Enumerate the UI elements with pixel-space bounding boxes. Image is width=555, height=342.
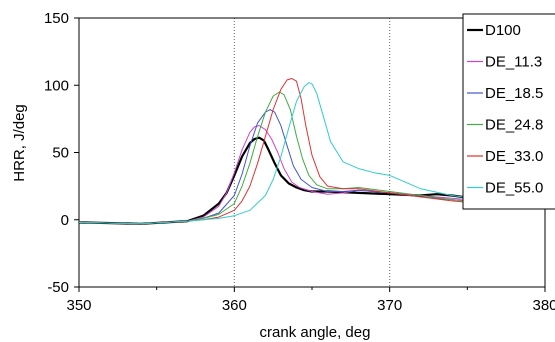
y-tick-label: 150: [44, 10, 69, 27]
series-lines: [78, 78, 546, 225]
x-axis-title: crank angle, deg: [260, 324, 371, 341]
legend-label: DE_18.5: [485, 85, 543, 102]
series-line-de-33-0: [78, 78, 546, 225]
legend: D100 DE_11.3 DE_18.5 DE_24.8 DE_33.0 DE_55.0: [462, 13, 555, 210]
legend-label: DE_24.8: [485, 117, 543, 134]
x-tick-label: 360: [222, 297, 247, 314]
y-tick-label: -50: [47, 279, 69, 296]
series-line-d100: [78, 136, 546, 225]
legend-box: [462, 13, 555, 210]
x-tick-label: 370: [377, 297, 402, 314]
legend-label: DE_33.0: [485, 148, 543, 165]
legend-label: DE_11.3: [485, 54, 542, 71]
legend-label: D100: [485, 22, 521, 39]
series-line-de-55-0: [78, 82, 546, 225]
y-tick-label: 50: [52, 145, 69, 162]
x-tick-label: 380: [532, 297, 555, 314]
axis-ticks: -50 0 50 100 150 350 360 370 380: [44, 10, 555, 314]
series-line-de-24-8: [78, 91, 546, 225]
y-tick-label: 100: [44, 77, 69, 94]
x-tick-label: 350: [66, 297, 91, 314]
y-axis-title: HRR, J/deg: [11, 104, 28, 182]
legend-label: DE_55.0: [485, 180, 543, 197]
y-tick-label: 0: [61, 212, 69, 229]
grid-lines: [233, 18, 391, 287]
